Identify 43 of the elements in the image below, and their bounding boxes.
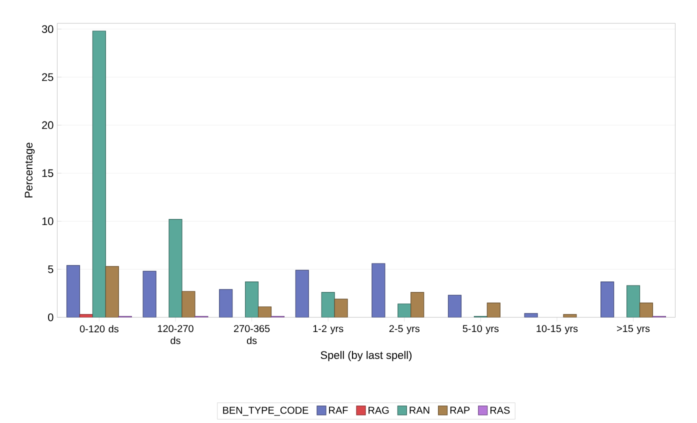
bar — [600, 281, 614, 318]
bar — [245, 281, 259, 318]
bar — [142, 270, 156, 318]
bar — [626, 285, 640, 318]
bar — [105, 266, 119, 318]
bar — [398, 304, 411, 318]
bar — [295, 270, 309, 318]
bar — [66, 265, 80, 318]
legend-label: RAG — [368, 406, 389, 414]
x-tick-label: 1-2 yrs — [313, 325, 344, 334]
y-tick-label: 25 — [42, 73, 54, 81]
bar — [258, 306, 272, 318]
x-tick-label: 270-365 ds — [234, 325, 270, 344]
x-tick-label: 10-15 yrs — [536, 325, 578, 334]
legend-label: RAF — [329, 406, 348, 414]
legend-label: RAP — [450, 406, 470, 414]
legend-label: RAN — [410, 406, 430, 414]
y-axis-title: Percentage — [24, 142, 35, 198]
y-tick-label: 15 — [42, 169, 54, 178]
x-tick-label: 2-5 yrs — [389, 325, 420, 334]
bar — [182, 291, 196, 318]
bar — [79, 314, 94, 318]
bar — [486, 302, 500, 318]
bar — [219, 289, 233, 318]
bar — [168, 219, 182, 318]
bar — [639, 302, 654, 318]
bar — [372, 263, 386, 318]
bar — [410, 292, 424, 318]
y-tick-label: 10 — [42, 217, 54, 226]
y-tick-label: 20 — [42, 121, 54, 130]
bar — [92, 30, 106, 318]
y-tick-label: 30 — [42, 25, 54, 33]
x-tick-label: 0-120 ds — [80, 325, 118, 332]
x-tick-label: 5-10 yrs — [462, 325, 499, 334]
y-tick-label: 0 — [48, 313, 54, 322]
y-tick-label: 5 — [48, 265, 54, 274]
x-axis-title: Spell (by last spell) — [320, 350, 412, 362]
bar — [321, 292, 335, 318]
x-tick-label: >15 yrs — [617, 325, 650, 334]
legend-title: BEN_TYPE_CODE — [223, 406, 308, 416]
x-tick-label: 120-270 ds — [158, 325, 194, 344]
legend-label: RAS — [490, 406, 510, 414]
bar — [448, 294, 462, 318]
